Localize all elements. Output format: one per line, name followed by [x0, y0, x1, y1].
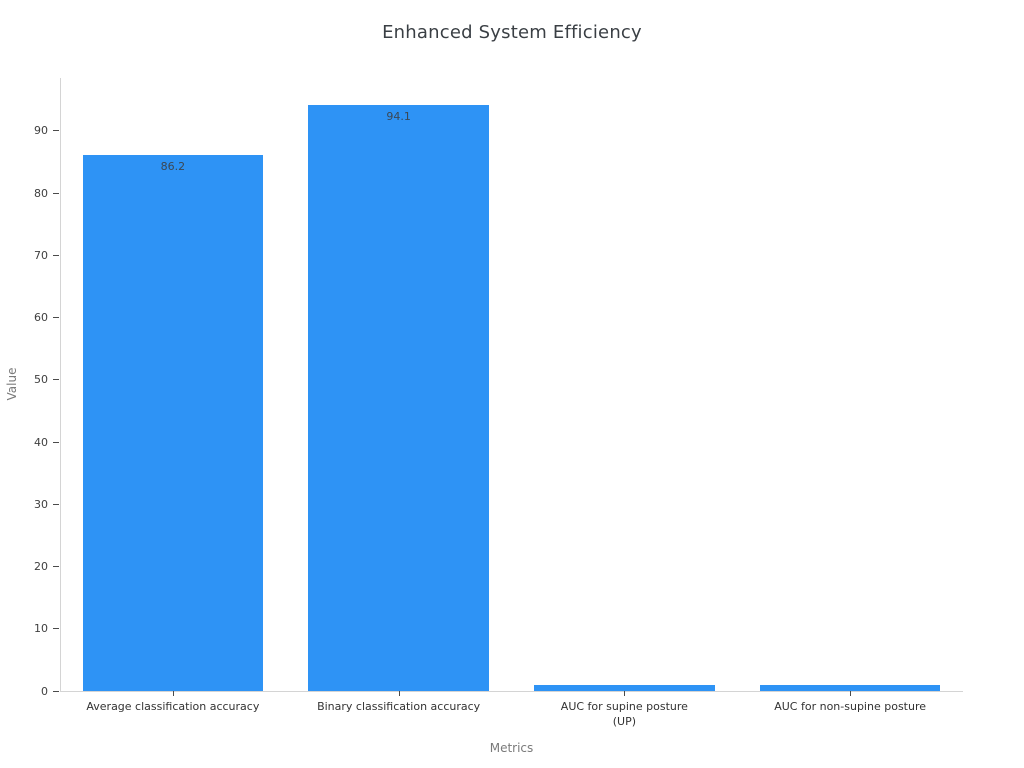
y-tick-mark [53, 254, 59, 256]
bar[interactable] [759, 685, 941, 691]
y-tick-label: 60 [34, 311, 48, 325]
x-tick-label: AUC for supine posture (UP) [560, 700, 688, 728]
x-tick-label: Average classification accuracy [86, 700, 260, 713]
y-tick-mark [53, 192, 59, 194]
y-tick-mark [53, 379, 59, 381]
bar[interactable] [82, 154, 264, 691]
y-tick-mark [53, 628, 59, 630]
bar-value-label: 86.2 [160, 159, 186, 173]
x-tick-label: AUC for non-supine posture [774, 700, 927, 713]
bar[interactable] [308, 105, 489, 691]
y-tick-label: 0 [41, 684, 48, 698]
chart-title: Enhanced System Efficiency [382, 22, 642, 43]
bar-value-label: 94.1 [386, 110, 411, 124]
y-tick-label: 40 [34, 435, 48, 449]
y-tick-label: 50 [34, 373, 48, 387]
y-tick-label: 80 [34, 186, 48, 200]
bar[interactable] [534, 685, 715, 691]
x-tick-mark [398, 691, 400, 696]
y-tick-mark [53, 503, 59, 505]
x-tick-mark [172, 691, 174, 696]
y-tick-label: 10 [34, 622, 48, 636]
y-tick-mark [53, 130, 59, 132]
x-axis-title: Metrics [489, 741, 534, 755]
y-axis-line [60, 78, 61, 691]
y-tick-label: 70 [34, 248, 48, 262]
y-tick-label: 30 [34, 497, 48, 511]
y-tick-mark [53, 317, 59, 319]
y-tick-mark [53, 690, 59, 692]
x-tick-mark [850, 691, 852, 696]
x-axis-line [60, 691, 963, 692]
x-tick-mark [624, 691, 626, 696]
y-tick-label: 90 [34, 124, 48, 138]
y-tick-mark [53, 566, 59, 568]
y-tick-mark [53, 441, 59, 443]
x-tick-label: Binary classification accuracy [317, 700, 481, 713]
y-tick-label: 20 [34, 560, 48, 574]
